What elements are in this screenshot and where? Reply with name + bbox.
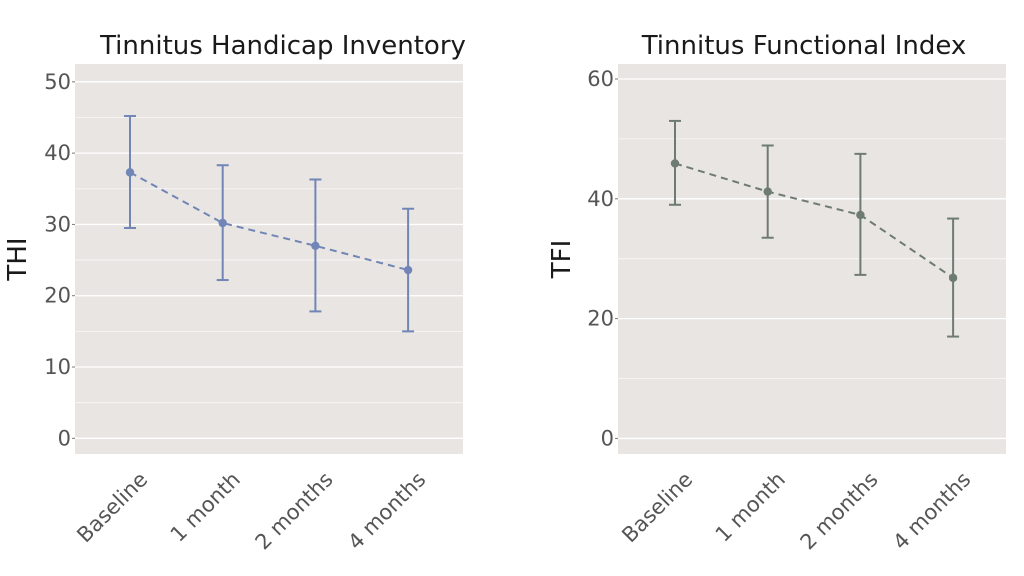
tfi-data-point bbox=[763, 187, 772, 196]
tfi-data-point bbox=[670, 159, 680, 168]
tfi-x-tick-label: 2 months bbox=[796, 467, 883, 554]
tfi-x-tick-label: 1 month bbox=[711, 467, 790, 546]
tfi-x-tick-label: 4 months bbox=[888, 467, 975, 554]
thi-x-tick-label: Baseline bbox=[72, 467, 152, 547]
thi-y-tick-label: 30 bbox=[44, 212, 71, 236]
thi-series-line bbox=[129, 171, 409, 272]
tfi-data-point bbox=[856, 210, 865, 220]
thi-y-axis-title: THI bbox=[3, 237, 33, 281]
tfi-series-line bbox=[674, 162, 954, 279]
thi-data-point bbox=[403, 265, 413, 275]
thi-y-tick-label: 20 bbox=[44, 284, 71, 308]
thi-y-tick-label: 40 bbox=[44, 141, 71, 165]
thi-plot-area bbox=[75, 64, 463, 454]
thi-y-tick-label: 0 bbox=[58, 426, 71, 450]
thi-y-tick-label: 10 bbox=[44, 355, 71, 379]
tfi-chart-panel: 0 20 40 60 Tinnitus Functional Index TFI Basel… bbox=[547, 31, 1006, 554]
thi-chart-title: Tinnitus Handicap Inventory bbox=[99, 31, 466, 61]
tfi-chart-title: Tinnitus Functional Index bbox=[641, 31, 967, 61]
thi-data-point bbox=[311, 241, 320, 251]
thi-y-tick-label: 50 bbox=[44, 70, 71, 94]
thi-x-tick-label: 1 month bbox=[166, 467, 245, 546]
thi-chart-panel: 0 10 20 30 40 50 Tinnitus Handicap Inventory TH… bbox=[3, 31, 466, 554]
thi-x-tick-label: 4 months bbox=[343, 467, 430, 554]
tfi-y-axis-title: TFI bbox=[547, 240, 577, 280]
thi-data-point bbox=[125, 168, 135, 177]
tfi-y-tick-label: 60 bbox=[587, 67, 614, 91]
tfi-y-tick-label: 20 bbox=[587, 307, 614, 331]
tfi-y-tick-label: 40 bbox=[587, 187, 614, 211]
tfi-y-tick-label: 0 bbox=[601, 426, 614, 450]
tfi-data-point bbox=[948, 273, 958, 283]
thi-x-tick-label: 2 months bbox=[251, 467, 338, 554]
tfi-x-tick-label: Baseline bbox=[617, 467, 697, 547]
thi-data-point bbox=[218, 218, 227, 228]
